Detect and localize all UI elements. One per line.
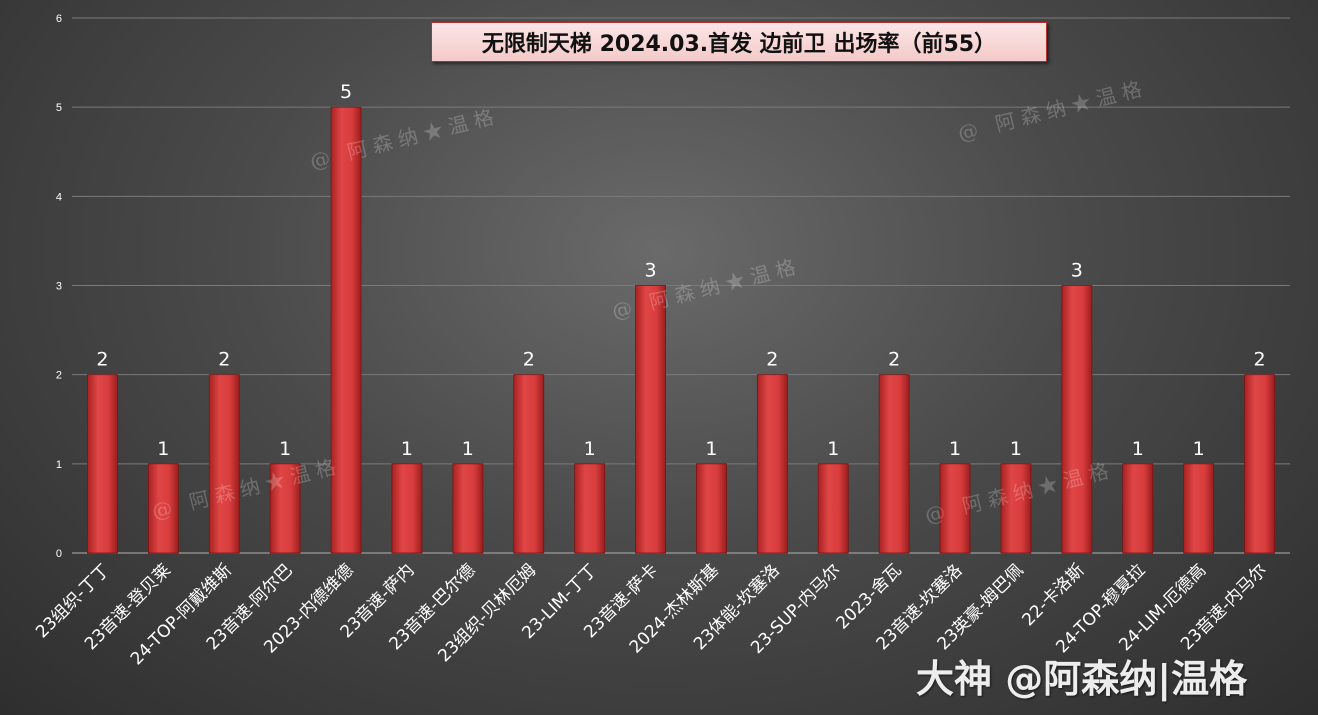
bar <box>452 463 484 554</box>
y-tick-label: 2 <box>56 370 62 382</box>
data-label: 2 <box>523 349 535 371</box>
data-label: 1 <box>584 438 596 460</box>
y-tick-label: 3 <box>56 281 62 293</box>
bar <box>1122 463 1154 554</box>
y-tick-label: 5 <box>56 102 62 114</box>
data-label: 1 <box>1010 438 1022 460</box>
bar <box>635 285 666 554</box>
y-tick-label: 1 <box>56 459 62 471</box>
bar <box>1183 463 1215 554</box>
bar <box>1244 374 1275 554</box>
data-label: 5 <box>340 81 352 103</box>
bar <box>1000 463 1032 554</box>
data-label: 1 <box>1193 438 1205 460</box>
data-label: 1 <box>401 438 413 460</box>
data-label: 1 <box>949 438 961 460</box>
data-label: 2 <box>888 349 900 371</box>
data-label: 1 <box>157 438 169 460</box>
data-label: 1 <box>827 438 839 460</box>
bar <box>330 106 362 554</box>
bar <box>208 374 240 554</box>
y-tick-label: 0 <box>56 548 62 560</box>
bar <box>939 463 971 554</box>
bar <box>269 463 301 554</box>
chart-title: 无限制天梯 2024.03.首发 边前卫 出场率（前55） <box>431 22 1047 62</box>
bar <box>147 463 179 554</box>
bar <box>574 463 606 554</box>
bar <box>391 463 423 554</box>
data-label: 1 <box>462 438 474 460</box>
bar <box>513 374 545 554</box>
data-label: 1 <box>1132 438 1144 460</box>
data-label: 1 <box>705 438 717 460</box>
data-label: 2 <box>1254 349 1266 371</box>
data-label: 3 <box>1071 260 1083 282</box>
data-label: 2 <box>766 349 778 371</box>
bar <box>756 374 788 554</box>
data-label: 2 <box>218 349 230 371</box>
bar <box>696 463 727 554</box>
footer-watermark: 大神 @阿森纳|温格 <box>916 657 1248 701</box>
data-label: 1 <box>279 438 291 460</box>
data-label: 2 <box>96 349 108 371</box>
y-tick-label: 6 <box>56 13 62 25</box>
bar <box>817 463 849 554</box>
data-label: 3 <box>645 260 657 282</box>
y-tick-label: 4 <box>56 191 62 203</box>
bar <box>87 374 118 554</box>
bar <box>878 374 910 554</box>
bar <box>1061 285 1093 554</box>
